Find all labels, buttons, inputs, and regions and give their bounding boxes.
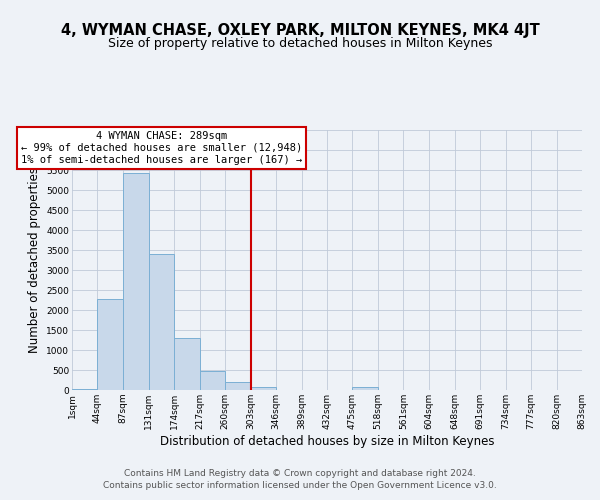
Bar: [175, 338, 200, 390]
Text: Contains HM Land Registry data © Crown copyright and database right 2024.
Contai: Contains HM Land Registry data © Crown c…: [103, 468, 497, 490]
Bar: [149, 254, 175, 390]
Bar: [123, 173, 149, 390]
X-axis label: Distribution of detached houses by size in Milton Keynes: Distribution of detached houses by size …: [160, 434, 494, 448]
Y-axis label: Number of detached properties: Number of detached properties: [28, 167, 41, 353]
Bar: [251, 387, 276, 390]
Bar: [225, 382, 251, 390]
Bar: [97, 299, 123, 390]
Bar: [72, 389, 97, 390]
Text: 4, WYMAN CHASE, OXLEY PARK, MILTON KEYNES, MK4 4JT: 4, WYMAN CHASE, OXLEY PARK, MILTON KEYNE…: [61, 22, 539, 38]
Text: 4 WYMAN CHASE: 289sqm
← 99% of detached houses are smaller (12,948)
1% of semi-d: 4 WYMAN CHASE: 289sqm ← 99% of detached …: [21, 132, 302, 164]
Bar: [352, 387, 378, 390]
Bar: [200, 371, 225, 390]
Text: Size of property relative to detached houses in Milton Keynes: Size of property relative to detached ho…: [108, 38, 492, 51]
